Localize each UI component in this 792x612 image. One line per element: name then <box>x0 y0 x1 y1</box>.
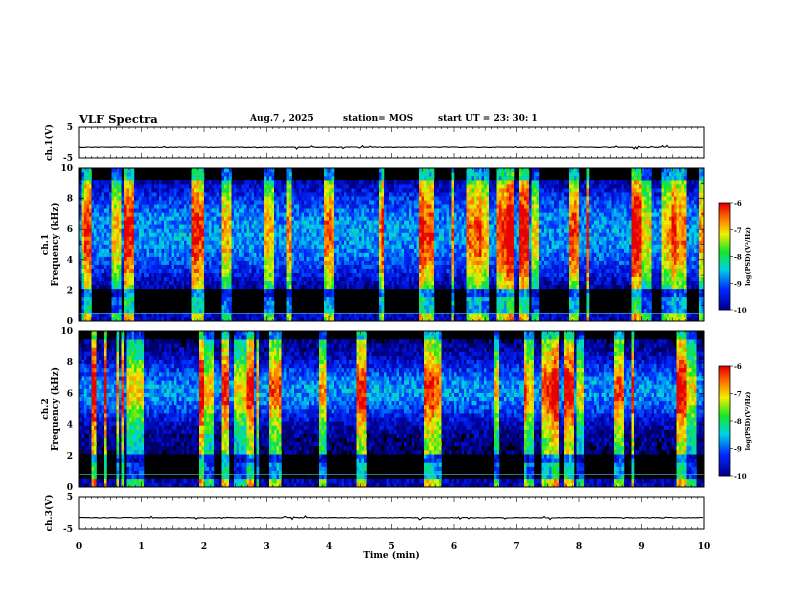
x-tick-label-10: 10 <box>698 542 711 552</box>
ch2-spectrogram-colorbar-tick-0: -6 <box>734 362 742 371</box>
ch1-waveform-ylabel: ch.1(V) <box>44 124 55 161</box>
x-tick-label-0: 0 <box>76 542 82 552</box>
ch1-spectrogram-colorbar-tick-1: -7 <box>734 226 742 235</box>
ch1-spectrogram-ytick-3: 6 <box>67 225 73 235</box>
ch2-spectrogram-ytick-4: 8 <box>67 358 73 368</box>
ch2-spectrogram-ytick-2: 4 <box>67 421 73 431</box>
x-tick-label-1: 1 <box>138 542 144 552</box>
ch1-spectrogram-ytick-2: 4 <box>67 256 73 266</box>
ch1-spectrogram-ylabel-frequency: Frequency (kHz) <box>50 202 61 286</box>
x-tick-label-4: 4 <box>326 542 332 552</box>
ch1-spectrogram-colorbar-tick-4: -10 <box>734 306 747 315</box>
ch1-waveform-trace <box>78 144 703 150</box>
ch1-waveform-ytick-0: 5 <box>67 123 73 133</box>
ch2-spectrogram-ytick-5: 10 <box>60 327 73 337</box>
ch1-spectrogram-ytick-5: 10 <box>60 164 73 174</box>
ch1-spectrogram-colorbar-tick-2: -8 <box>734 253 742 262</box>
ch2-spectrogram-ytick-1: 2 <box>67 452 73 462</box>
ch3-waveform-trace <box>78 515 704 521</box>
x-tick-label-2: 2 <box>201 542 207 552</box>
ch3-waveform: 5 -5 ch.3(V) <box>44 493 705 535</box>
ch2-spectrogram: 0 2 4 6 8 10 ch.2 Frequency (kHz) -6 -7 -8 -9 -10 log… <box>41 327 752 493</box>
ch2-spectrogram-ytick-0: 0 <box>67 483 73 493</box>
ch2-spectrogram-colorbar-label: log(PSD)(V²/Hz) <box>744 392 752 451</box>
ch1-spectrogram-ytick-1: 2 <box>67 286 73 296</box>
ch3-waveform-frame <box>78 496 705 530</box>
ch2-spectrogram-ylabel-channel: ch.2 <box>41 398 51 419</box>
x-axis: 0 1 2 3 4 5 6 7 8 9 10 Time (min) <box>76 542 710 561</box>
ch1-spectrogram-colorbar-tick-3: -9 <box>734 279 742 288</box>
station-label: station= MOS <box>343 114 414 124</box>
ch2-spectrogram-colorbar-tick-1: -7 <box>734 390 742 399</box>
chart-title: VLF Spectra <box>79 112 158 126</box>
x-tick-label-8: 8 <box>576 542 582 552</box>
ch1-spectrogram-colorbar-tick-0: -6 <box>734 199 742 208</box>
x-tick-label-7: 7 <box>513 542 519 552</box>
ch2-spectrogram-ylabel-frequency: Frequency (kHz) <box>50 367 61 451</box>
ch2-spectrogram-ytick-3: 6 <box>67 389 73 399</box>
ch1-spectrogram-ytick-4: 8 <box>67 195 73 205</box>
x-axis-label: Time (min) <box>363 550 420 561</box>
date-label: Aug.7 , 2025 <box>250 114 314 124</box>
ch2-spectrogram-colorbar-tick-3: -9 <box>734 445 742 454</box>
ch1-waveform-ytick-1: -5 <box>63 154 73 164</box>
ch1-spectrogram-ytick-0: 0 <box>67 317 73 327</box>
x-tick-label-5: 5 <box>388 542 394 552</box>
ch3-waveform-ytick-0: 5 <box>67 493 73 503</box>
ch1-spectrogram-colorbar: -6 -7 -8 -9 -10 log(PSD)(V²/Hz) <box>718 199 752 315</box>
start-time-label: start UT = 23: 30: 1 <box>438 114 538 124</box>
ch1-spectrogram-colorbar-label: log(PSD)(V²/Hz) <box>744 227 752 286</box>
ch3-waveform-ytick-1: -5 <box>63 525 73 535</box>
ch1-spectrogram-image <box>79 168 705 322</box>
x-tick-label-9: 9 <box>638 542 644 552</box>
ch2-spectrogram-colorbar-tick-2: -8 <box>734 417 742 426</box>
ch1-waveform-frame <box>78 126 705 159</box>
x-tick-label-6: 6 <box>451 542 457 552</box>
ch1-waveform: 5 -5 ch.1(V) <box>44 123 705 164</box>
ch2-spectrogram-image <box>79 331 705 488</box>
ch1-spectrogram: 0 2 4 6 8 10 ch.1 Frequency (kHz) -6 -7 -8 -9 -10 log… <box>41 164 752 327</box>
x-tick-label-3: 3 <box>263 542 269 552</box>
ch3-waveform-ylabel: ch.3(V) <box>44 495 55 532</box>
ch2-spectrogram-colorbar-tick-4: -10 <box>734 472 747 481</box>
ch1-spectrogram-ylabel-channel: ch.1 <box>41 234 51 255</box>
ch2-spectrogram-colorbar: -6 -7 -8 -9 -10 log(PSD)(V²/Hz) <box>718 362 752 481</box>
